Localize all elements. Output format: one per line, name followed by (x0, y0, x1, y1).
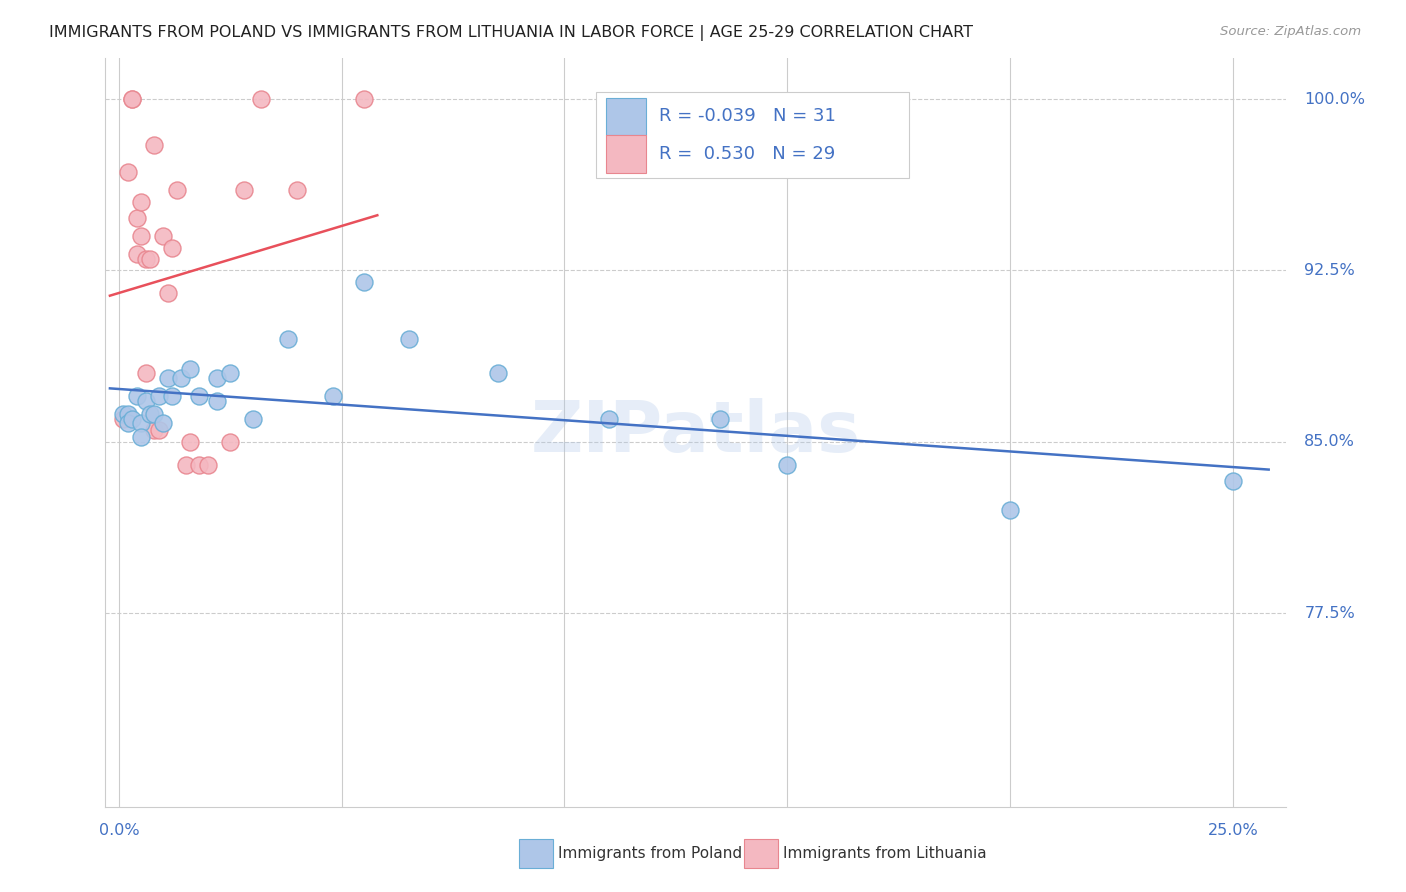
Point (129, 430, 152, 444)
Point (121, 412, 143, 426)
Point (143, 137, 166, 152)
Text: R =  0.530   N = 29: R = 0.530 N = 29 (659, 145, 835, 163)
Point (143, 408, 166, 422)
Point (152, 229, 174, 244)
Point (112, 412, 135, 426)
Text: R = -0.039   N = 31: R = -0.039 N = 31 (659, 107, 837, 126)
Point (174, 458, 197, 472)
Point (148, 423, 170, 437)
FancyBboxPatch shape (606, 98, 647, 136)
Point (486, 366, 509, 380)
Point (162, 389, 184, 403)
Point (776, 458, 799, 472)
Point (219, 366, 242, 380)
Point (129, 194, 152, 209)
Point (197, 458, 219, 472)
Point (125, 211, 148, 225)
Point (205, 371, 228, 385)
Point (598, 412, 620, 426)
Point (121, 92, 143, 106)
Text: 92.5%: 92.5% (1305, 263, 1355, 278)
Point (353, 275, 375, 289)
Text: Immigrants from Lithuania: Immigrants from Lithuania (783, 847, 987, 861)
Point (322, 389, 344, 403)
Point (156, 371, 179, 385)
Point (709, 412, 731, 426)
FancyBboxPatch shape (596, 92, 908, 178)
Point (135, 393, 157, 408)
Point (219, 434, 242, 449)
Point (232, 184, 254, 198)
Point (129, 229, 152, 244)
Text: 100.0%: 100.0% (1305, 92, 1365, 107)
Point (179, 434, 201, 449)
Point (156, 286, 179, 301)
Point (166, 184, 188, 198)
Point (170, 371, 193, 385)
Point (117, 408, 139, 422)
Point (148, 389, 170, 403)
Point (139, 252, 162, 266)
Point (152, 417, 174, 431)
Point (250, 92, 273, 106)
Point (129, 417, 152, 431)
Text: 0.0%: 0.0% (98, 823, 139, 838)
Point (242, 412, 264, 426)
Point (162, 241, 184, 255)
Point (117, 417, 139, 431)
Text: 25.0%: 25.0% (1208, 823, 1258, 838)
Text: 77.5%: 77.5% (1305, 606, 1355, 621)
Point (285, 184, 308, 198)
Text: 85.0%: 85.0% (1305, 434, 1355, 450)
Point (117, 165, 139, 179)
Point (112, 408, 135, 422)
Point (188, 389, 211, 403)
Point (998, 503, 1021, 517)
Point (135, 366, 157, 380)
Text: IMMIGRANTS FROM POLAND VS IMMIGRANTS FROM LITHUANIA IN LABOR FORCE | AGE 25-29 C: IMMIGRANTS FROM POLAND VS IMMIGRANTS FRO… (49, 25, 973, 41)
Point (139, 408, 162, 422)
Point (277, 332, 299, 346)
Text: Immigrants from Poland: Immigrants from Poland (558, 847, 742, 861)
Point (125, 247, 148, 261)
Text: ZIPatlas: ZIPatlas (531, 398, 860, 467)
Point (125, 389, 148, 403)
Point (398, 332, 420, 346)
Point (205, 393, 228, 408)
Point (179, 361, 201, 376)
Point (143, 423, 166, 437)
Point (188, 458, 211, 472)
Point (121, 92, 143, 106)
Point (1222, 474, 1244, 488)
Text: Source: ZipAtlas.com: Source: ZipAtlas.com (1220, 25, 1361, 38)
Point (353, 92, 375, 106)
FancyBboxPatch shape (606, 136, 647, 173)
Point (135, 252, 157, 266)
